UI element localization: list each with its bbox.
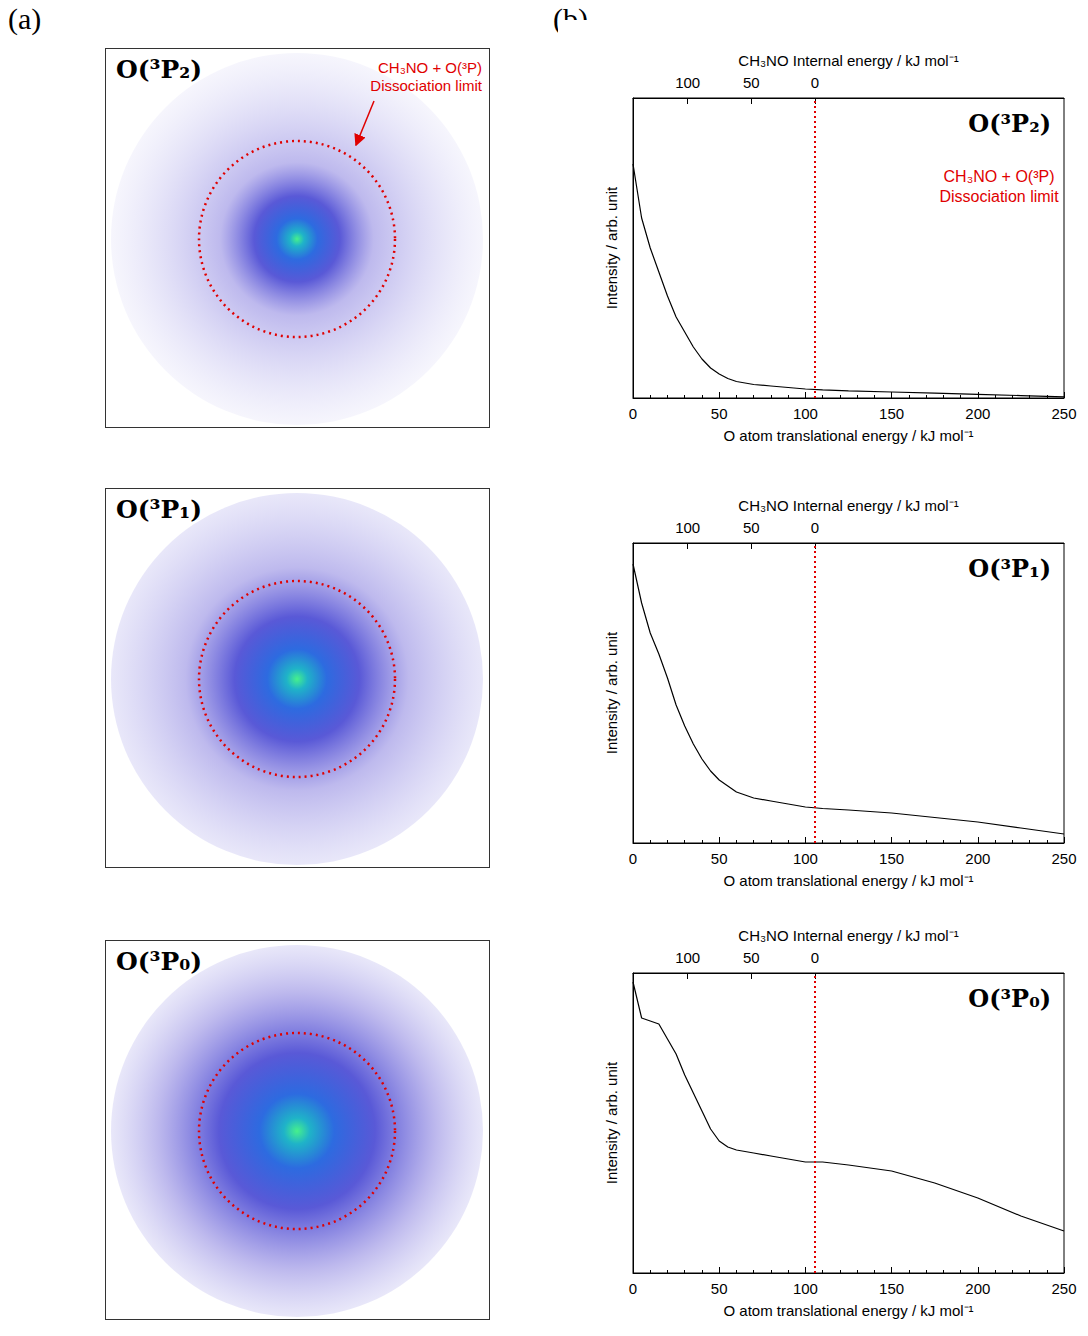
- svg-text:Intensity / arb. unit: Intensity / arb. unit: [603, 631, 620, 754]
- svg-text:0: 0: [629, 405, 637, 422]
- html-text:O(³P₁): O(³P₁): [116, 495, 203, 524]
- svg-text:100: 100: [675, 74, 700, 91]
- svg-text:Intensity / arb. unit: Intensity / arb. unit: [603, 186, 620, 309]
- svg-text:200: 200: [965, 1280, 990, 1297]
- svg-text:CH₃NO + O(³P): CH₃NO + O(³P): [944, 168, 1055, 185]
- svg-text:50: 50: [711, 850, 728, 867]
- svg-text:O atom translational energy /: O atom translational energy / kJ mol⁻¹: [723, 872, 973, 889]
- svg-text:O(³P₀): O(³P₀): [968, 984, 1051, 1013]
- svg-text:250: 250: [1051, 850, 1076, 867]
- svg-text:0: 0: [629, 1280, 637, 1297]
- svg-text:0: 0: [811, 949, 819, 966]
- svg-text:50: 50: [743, 519, 760, 536]
- svg-text:CH₃NO Internal energy / kJ mol: CH₃NO Internal energy / kJ mol⁻¹: [738, 497, 958, 514]
- svg-text:O atom translational energy /: O atom translational energy / kJ mol⁻¹: [723, 1302, 973, 1319]
- svg-text:100: 100: [793, 1280, 818, 1297]
- svg-text:0: 0: [811, 74, 819, 91]
- svg-text:250: 250: [1051, 405, 1076, 422]
- svg-text:50: 50: [711, 1280, 728, 1297]
- svg-text:200: 200: [965, 405, 990, 422]
- svg-text:CH₃NO + O(³P): CH₃NO + O(³P): [378, 59, 482, 76]
- svg-text:100: 100: [675, 949, 700, 966]
- html-text:(a): (a): [8, 2, 42, 35]
- svg-text:0: 0: [811, 519, 819, 536]
- svg-text:250: 250: [1051, 1280, 1076, 1297]
- svg-text:100: 100: [793, 405, 818, 422]
- svg-text:O atom translational energy /: O atom translational energy / kJ mol⁻¹: [723, 427, 973, 444]
- svg-text:Intensity / arb. unit: Intensity / arb. unit: [603, 1061, 620, 1184]
- svg-text:0: 0: [629, 850, 637, 867]
- svg-text:150: 150: [879, 405, 904, 422]
- svg-text:100: 100: [675, 519, 700, 536]
- svg-text:Dissociation limit: Dissociation limit: [370, 77, 483, 94]
- svg-text:Dissociation limit: Dissociation limit: [939, 188, 1059, 205]
- svg-text:200: 200: [965, 850, 990, 867]
- html-text:O(³P₀): O(³P₀): [116, 947, 203, 976]
- svg-text:50: 50: [711, 405, 728, 422]
- svg-text:CH₃NO Internal energy / kJ mol: CH₃NO Internal energy / kJ mol⁻¹: [738, 52, 958, 69]
- svg-text:100: 100: [793, 850, 818, 867]
- svg-text:CH₃NO Internal energy / kJ mol: CH₃NO Internal energy / kJ mol⁻¹: [738, 927, 958, 944]
- html-text:(b): (b): [553, 2, 588, 35]
- svg-text:O(³P₁): O(³P₁): [968, 554, 1051, 583]
- svg-text:O(³P₂): O(³P₂): [968, 109, 1051, 138]
- html-text:O(³P₂): O(³P₂): [116, 55, 203, 84]
- svg-text:150: 150: [879, 850, 904, 867]
- svg-text:150: 150: [879, 1280, 904, 1297]
- svg-text:50: 50: [743, 949, 760, 966]
- svg-text:50: 50: [743, 74, 760, 91]
